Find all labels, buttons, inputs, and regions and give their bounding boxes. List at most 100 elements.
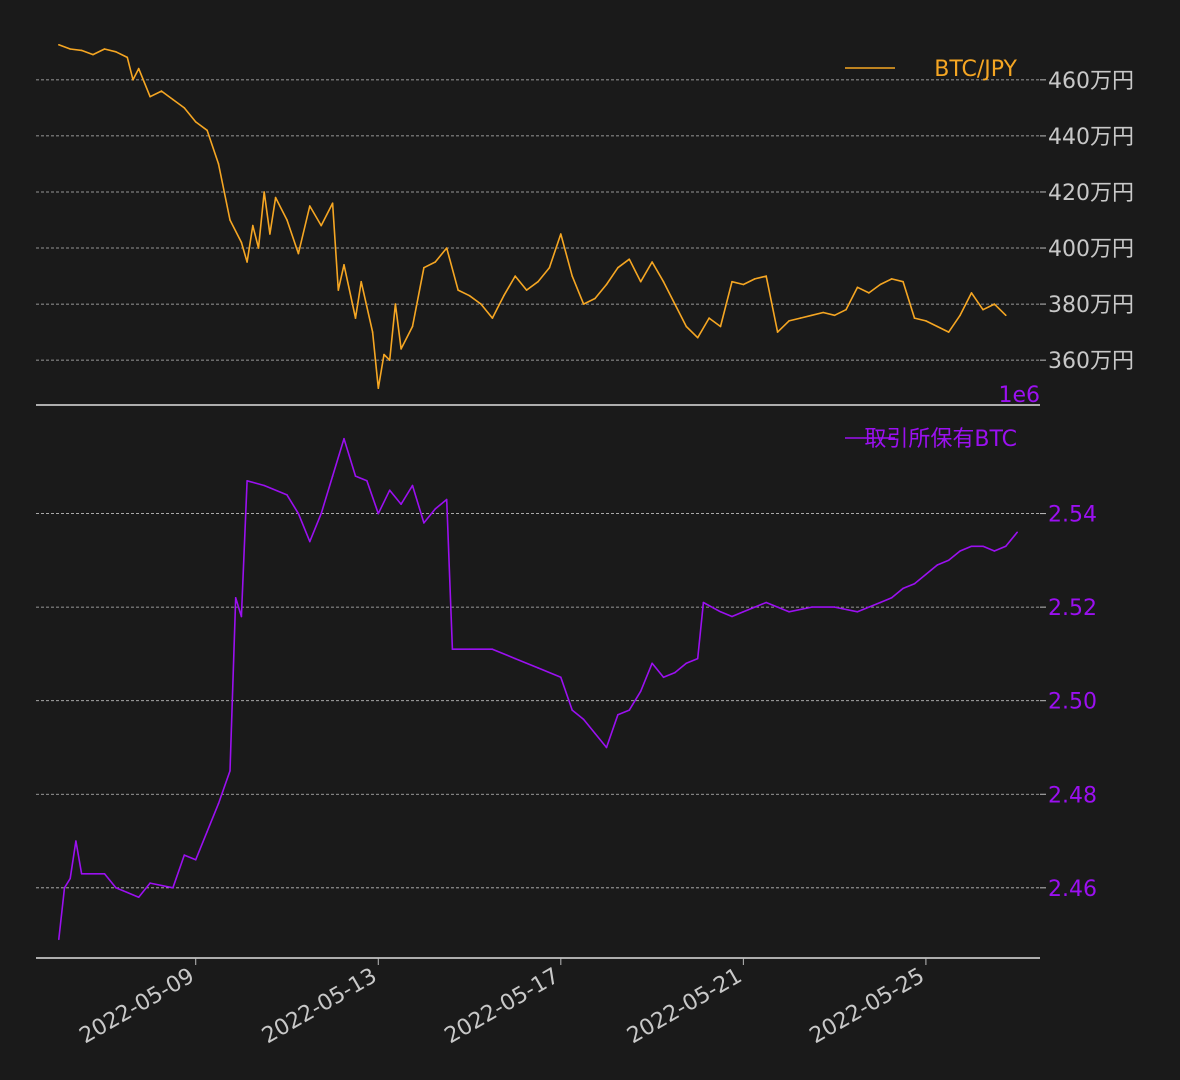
data-point — [400, 348, 402, 350]
y-tick-label: 420万円 — [1048, 181, 1134, 206]
data-point — [731, 615, 733, 618]
data-point — [309, 540, 311, 543]
data-point — [1016, 531, 1018, 534]
data-point — [58, 938, 60, 941]
data-point — [913, 317, 916, 319]
data-point — [263, 484, 266, 487]
data-point — [246, 480, 248, 482]
data-point — [149, 95, 151, 98]
y-tick-label: 380万円 — [1048, 293, 1134, 318]
data-point — [137, 67, 140, 70]
data-point — [286, 219, 288, 221]
data-point — [246, 261, 248, 263]
data-point — [360, 280, 363, 283]
data-point — [240, 615, 243, 618]
btc-jpy-panel: 360万円 380万円 400万円 420万円 440万円 460万円 BTC/JPY — [36, 44, 1134, 406]
y-tick-label: 2.46 — [1048, 877, 1097, 902]
exchange-btc-panel: 2.46 2.48 2.50 2.52 2.54 取引所保有BTC 1e6 — [36, 383, 1097, 959]
data-point — [890, 597, 893, 599]
data-point — [240, 241, 243, 244]
data-point — [685, 662, 688, 665]
data-point — [765, 275, 767, 277]
data-point — [754, 606, 756, 608]
data-point — [377, 387, 380, 390]
data-point — [137, 896, 140, 898]
data-point — [514, 275, 516, 277]
data-point — [548, 266, 551, 269]
data-point — [252, 224, 254, 227]
data-point — [503, 294, 505, 297]
data-point — [560, 233, 562, 235]
data-point — [331, 475, 334, 477]
x-tick-label: 2022-05-17 — [441, 964, 564, 1050]
data-point — [1005, 314, 1007, 317]
data-point — [103, 873, 106, 875]
data-point — [902, 587, 904, 590]
data-point — [970, 545, 973, 548]
data-point — [457, 289, 459, 291]
data-point — [605, 283, 608, 286]
data-point — [451, 648, 454, 650]
data-point — [434, 261, 437, 263]
data-point — [286, 494, 288, 496]
data-point — [833, 606, 836, 608]
data-point — [445, 247, 448, 249]
data-point — [702, 601, 705, 604]
data-point — [423, 522, 425, 524]
y-tick-label: 400万円 — [1048, 237, 1134, 262]
data-point — [132, 79, 134, 81]
data-point — [879, 283, 882, 286]
y-tick-label: 440万円 — [1048, 125, 1134, 150]
data-point — [628, 258, 631, 261]
data-point — [925, 573, 927, 576]
data-point — [63, 887, 66, 889]
data-point — [297, 512, 300, 515]
data-point — [719, 325, 722, 328]
data-point — [69, 48, 71, 50]
data-point — [662, 676, 665, 679]
data-point — [879, 601, 882, 604]
data-point — [491, 317, 494, 319]
data-point — [343, 437, 345, 440]
data-point — [194, 859, 197, 861]
data-point — [229, 770, 231, 772]
data-point — [639, 690, 642, 693]
data-point — [411, 484, 414, 487]
data-point — [571, 709, 573, 711]
data-point — [754, 278, 756, 280]
data-point — [765, 601, 767, 604]
data-point — [394, 303, 397, 305]
data-point — [833, 314, 836, 317]
data-point — [411, 325, 414, 328]
y-tick-label: 460万円 — [1048, 69, 1134, 94]
data-point — [69, 877, 71, 880]
data-point — [993, 303, 996, 305]
data-point — [594, 297, 596, 300]
data-point — [674, 303, 676, 305]
data-point — [514, 657, 516, 660]
data-point — [58, 44, 60, 46]
data-point — [217, 802, 220, 805]
data-point — [354, 475, 357, 477]
data-point — [263, 191, 266, 193]
data-point — [582, 718, 585, 721]
data-point — [845, 308, 847, 311]
y-tick-label: 2.52 — [1048, 596, 1097, 621]
data-point — [856, 286, 859, 289]
data-point — [354, 317, 357, 319]
data-point — [400, 503, 402, 506]
data-point — [80, 49, 83, 52]
data-point — [80, 873, 83, 875]
data-point — [936, 564, 939, 566]
data-point — [383, 353, 385, 356]
data-point — [92, 53, 94, 56]
data-point — [890, 278, 893, 280]
data-point — [309, 205, 311, 207]
data-point — [172, 887, 174, 889]
data-point — [868, 292, 870, 294]
data-point — [959, 314, 961, 317]
data-point — [537, 667, 539, 669]
data-point — [115, 51, 117, 53]
data-point — [594, 732, 596, 735]
data-point — [269, 233, 271, 235]
